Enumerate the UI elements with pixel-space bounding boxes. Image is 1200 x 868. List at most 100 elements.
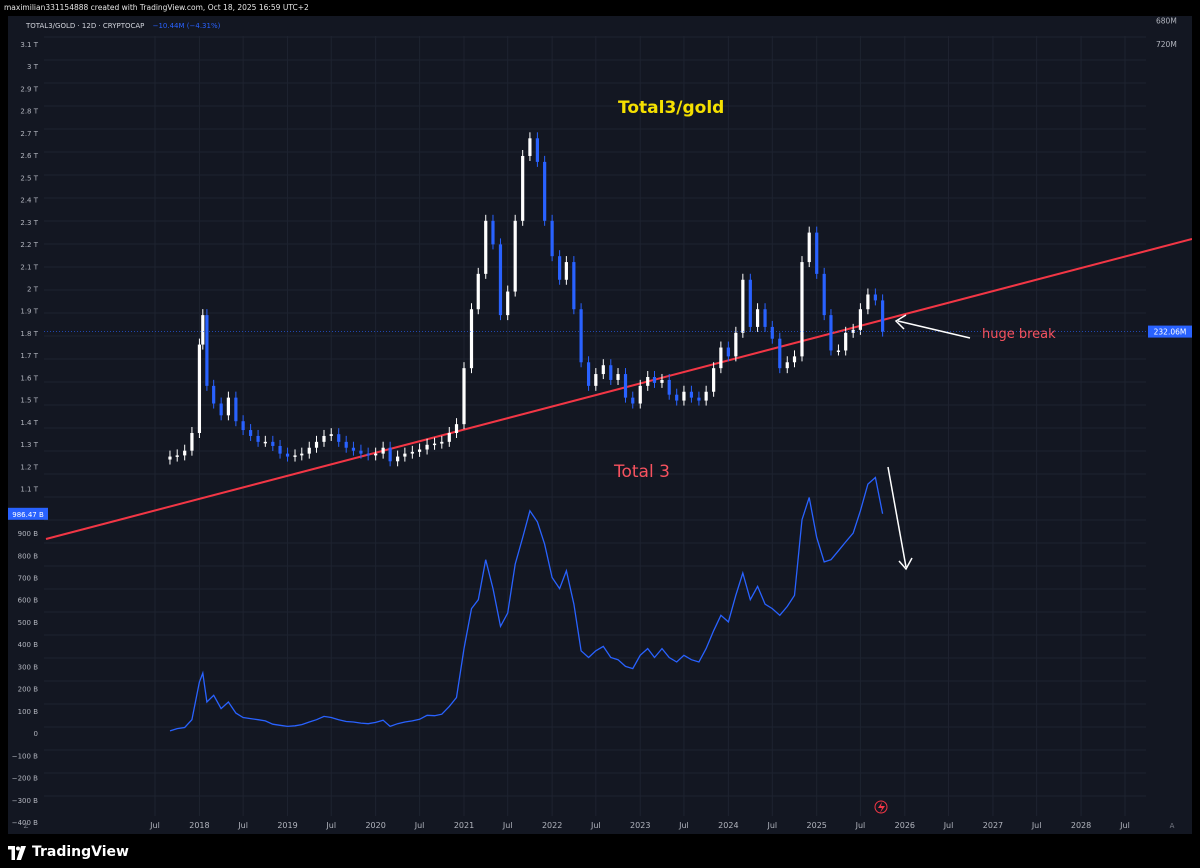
left-axis-tick: −100 B — [12, 752, 38, 760]
arrow-down-icon — [898, 557, 913, 571]
x-tick-label: Jul — [414, 821, 425, 830]
candle-body — [866, 294, 870, 310]
left-last-value-label: 986.47 B — [12, 511, 44, 519]
x-tick-label: Jul — [325, 821, 336, 830]
candle-body — [271, 441, 275, 446]
left-axis-tick: 300 B — [18, 663, 39, 671]
candle-body — [631, 397, 635, 404]
candle-body — [241, 421, 245, 431]
candle-body — [381, 447, 385, 454]
candle-body — [462, 368, 466, 425]
candle-body — [447, 433, 451, 442]
corner-left-label: Z — [24, 822, 29, 830]
candle-body — [586, 362, 591, 386]
arrow-left-icon — [897, 320, 971, 339]
candle-body — [314, 441, 319, 448]
candle-body — [226, 397, 230, 416]
candle-body — [785, 362, 789, 369]
candle-body — [770, 326, 774, 339]
left-axis-tick: −400 B — [12, 819, 38, 827]
x-tick-label: Jul — [590, 821, 601, 830]
chart-svg[interactable]: Jul 2018 Jul 2019 Jul 2020 Jul 2021 Jul 2022 Jul 20… — [8, 16, 1192, 834]
candle-body — [197, 344, 202, 433]
left-axis-tick: 400 B — [18, 641, 39, 649]
candle-body — [719, 347, 723, 369]
candle-body — [638, 385, 642, 404]
candle-body — [498, 244, 503, 316]
candle-body — [425, 444, 429, 450]
candle-body — [256, 435, 260, 442]
candle-body — [329, 434, 333, 436]
annotation-title-total3-gold: Total3/gold — [618, 98, 724, 118]
candle-body — [682, 391, 686, 401]
left-axis-tick: 600 B — [18, 597, 39, 605]
candle-body — [344, 441, 348, 448]
candle-body — [755, 309, 760, 327]
candle-body — [734, 332, 738, 357]
left-last-value-badge — [8, 507, 48, 520]
candle-body — [822, 273, 826, 316]
candle-body — [263, 441, 267, 444]
candle-body — [307, 447, 311, 454]
left-axis-tick: 200 B — [18, 686, 39, 694]
x-tick-label: 2022 — [542, 821, 562, 830]
candle-body — [175, 455, 179, 457]
candle-body — [374, 453, 378, 456]
chart-area[interactable]: TOTAL3/GOLD · 12D · CRYPTOCAP −10.44M (−… — [8, 16, 1192, 834]
candle-body — [712, 368, 716, 392]
x-tick-label: 2028 — [1071, 821, 1091, 830]
left-axis-tick: 1.2 T — [20, 463, 38, 471]
candle-body — [432, 443, 437, 446]
candle-body — [748, 279, 752, 327]
x-tick-label: 2023 — [630, 821, 650, 830]
left-axis-tick: 1.4 T — [20, 419, 38, 427]
candle-body — [337, 434, 341, 442]
candle-body — [807, 232, 811, 263]
candle-body — [535, 138, 539, 162]
right-axis-tick: 680M — [1156, 16, 1177, 25]
x-tick-label: 2018 — [189, 821, 209, 830]
x-tick-label: 2021 — [454, 821, 474, 830]
candle-body — [190, 433, 194, 451]
candle-body — [844, 332, 848, 351]
x-tick-label: Jul — [678, 821, 689, 830]
x-tick-label: Jul — [855, 821, 866, 830]
corner-right-label: A — [1170, 822, 1175, 830]
left-axis-tick: −300 B — [12, 797, 38, 805]
last-value-badge — [1148, 325, 1192, 338]
left-axis-tick: 2.7 T — [20, 130, 38, 138]
candle-body — [815, 232, 819, 274]
candle-body — [558, 256, 562, 280]
lightning-icon — [878, 802, 885, 813]
candle-body — [564, 262, 568, 280]
symbol-legend[interactable]: TOTAL3/GOLD · 12D · CRYPTOCAP −10.44M (−… — [26, 22, 220, 30]
left-axis-tick: 500 B — [18, 619, 39, 627]
left-axis-tick: 2.3 T — [20, 219, 38, 227]
candle-body — [800, 262, 804, 357]
candle-body — [410, 451, 414, 454]
x-tick-label: Jul — [149, 821, 160, 830]
candle-body — [528, 138, 532, 156]
left-axis-tick: 2.1 T — [20, 263, 38, 271]
left-axis-tick: 900 B — [18, 530, 39, 538]
left-axis-tick: 1.8 T — [20, 330, 38, 338]
last-value-label: 232.06M — [1154, 328, 1187, 337]
candle-body — [792, 356, 797, 363]
x-tick-label: 2026 — [895, 821, 915, 830]
x-tick-label: 2024 — [718, 821, 738, 830]
x-tick-label: Jul — [943, 821, 954, 830]
annotation-title-total3: Total 3 — [613, 462, 670, 482]
left-axis-tick: 2.6 T — [20, 152, 38, 160]
creator-caption: maximilian331154888 created with Trading… — [4, 3, 309, 12]
candle-body — [205, 315, 209, 386]
symbol-change: −10.44M (−4.31%) — [152, 22, 221, 30]
candle-body — [440, 441, 444, 444]
candle-body — [778, 338, 782, 369]
candle-body — [300, 453, 304, 456]
x-tick-label: Jul — [766, 821, 777, 830]
x-tick-label: Jul — [502, 821, 513, 830]
candle-body — [543, 161, 547, 221]
candle-body — [704, 391, 708, 401]
candle-body — [623, 374, 628, 398]
